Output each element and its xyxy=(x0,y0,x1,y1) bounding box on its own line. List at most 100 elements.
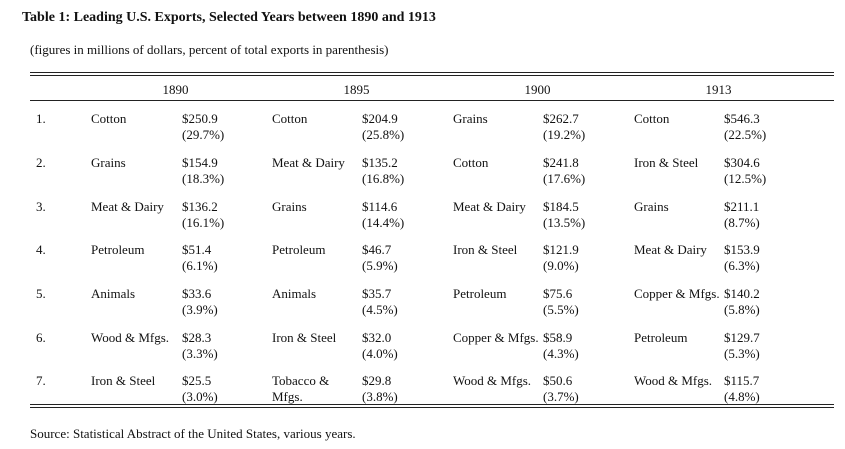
export-value-1900: $241.8 (17.6%) xyxy=(543,155,615,187)
export-value-1895: $46.7 (5.9%) xyxy=(362,242,434,274)
export-value-1913: $153.9 (6.3%) xyxy=(724,242,796,274)
export-value-1895: $135.2 (16.8%) xyxy=(362,155,434,187)
dollar-value: $25.5 xyxy=(182,373,212,388)
export-good-1900: Cotton xyxy=(453,155,489,170)
export-value-1913: $115.7 (4.8%) xyxy=(724,373,796,405)
export-good-1890: Cotton xyxy=(91,111,127,126)
dollar-value: $135.2 xyxy=(362,155,398,170)
dollar-value: $33.6 xyxy=(182,286,212,301)
export-value-1913: $304.6 (12.5%) xyxy=(724,155,796,187)
bottom-rule xyxy=(30,404,834,405)
export-good-1895: Grains xyxy=(272,199,307,214)
dollar-value: $153.9 xyxy=(724,242,760,257)
table-row: 6. Wood & Mfgs. $28.3 (3.3%) Iron & Steel $32… xyxy=(0,330,845,374)
export-value-1890: $28.3 (3.3%) xyxy=(182,330,254,362)
percent-value: (3.9%) xyxy=(182,302,218,317)
export-good-1890: Iron & Steel xyxy=(91,373,156,388)
export-value-1900: $58.9 (4.3%) xyxy=(543,330,615,362)
export-good-1900: Wood & Mfgs. xyxy=(453,373,532,388)
percent-value: (4.3%) xyxy=(543,346,579,361)
percent-value: (4.5%) xyxy=(362,302,398,317)
percent-value: (19.2%) xyxy=(543,127,586,142)
dollar-value: $114.6 xyxy=(362,199,398,214)
source-note: Source: Statistical Abstract of the Unit… xyxy=(30,426,356,441)
percent-value: (13.5%) xyxy=(543,215,586,230)
export-value-1895: $29.8 (3.8%) xyxy=(362,373,434,405)
dollar-value: $241.8 xyxy=(543,155,579,170)
export-good-1913: Petroleum xyxy=(634,330,688,345)
export-good-1890: Wood & Mfgs. xyxy=(91,330,170,345)
export-value-1900: $184.5 (13.5%) xyxy=(543,199,615,231)
rank-label: 6. xyxy=(36,330,46,345)
dollar-value: $46.7 xyxy=(362,242,392,257)
dollar-value: $58.9 xyxy=(543,330,573,345)
top-rule xyxy=(30,72,834,73)
export-value-1890: $250.9 (29.7%) xyxy=(182,111,254,143)
export-good-1890: Grains xyxy=(91,155,126,170)
dollar-value: $204.9 xyxy=(362,111,398,126)
percent-value: (5.8%) xyxy=(724,302,760,317)
dollar-value: $51.4 xyxy=(182,242,212,257)
dollar-value: $29.8 xyxy=(362,373,392,388)
export-good-1895: Animals xyxy=(272,286,317,301)
rank-label: 5. xyxy=(36,286,46,301)
percent-value: (6.3%) xyxy=(724,258,760,273)
rank-label: 2. xyxy=(36,155,46,170)
export-value-1890: $25.5 (3.0%) xyxy=(182,373,254,405)
percent-value: (9.0%) xyxy=(543,258,579,273)
table-title: Table 1: Leading U.S. Exports, Selected … xyxy=(22,10,436,25)
export-good-1895: Cotton xyxy=(272,111,308,126)
export-good-1900: Copper & Mfgs. xyxy=(453,330,539,345)
export-good-1895: Petroleum xyxy=(272,242,326,257)
percent-value: (25.8%) xyxy=(362,127,405,142)
table-subtitle: (figures in millions of dollars, percent… xyxy=(30,42,389,57)
export-value-1900: $262.7 (19.2%) xyxy=(543,111,615,143)
export-value-1913: $211.1 (8.7%) xyxy=(724,199,796,231)
percent-value: (18.3%) xyxy=(182,171,225,186)
dollar-value: $250.9 xyxy=(182,111,218,126)
dollar-value: $140.2 xyxy=(724,286,760,301)
rank-label: 3. xyxy=(36,199,46,214)
export-value-1890: $136.2 (16.1%) xyxy=(182,199,254,231)
table-row: 2. Grains $154.9 (18.3%) Meat & Dairy $135.2(… xyxy=(0,155,845,199)
export-good-1890: Animals xyxy=(91,286,136,301)
percent-value: (17.6%) xyxy=(543,171,586,186)
export-good-1900: Iron & Steel xyxy=(453,242,518,257)
export-good-1900: Petroleum xyxy=(453,286,507,301)
export-value-1895: $35.7 (4.5%) xyxy=(362,286,434,318)
export-value-1890: $51.4 (6.1%) xyxy=(182,242,254,274)
percent-value: (6.1%) xyxy=(182,258,218,273)
rank-label: 7. xyxy=(36,373,46,388)
dollar-value: $154.9 xyxy=(182,155,218,170)
export-value-1890: $33.6 (3.9%) xyxy=(182,286,254,318)
percent-value: (4.8%) xyxy=(724,389,760,404)
percent-value: (5.3%) xyxy=(724,346,760,361)
percent-value: (5.5%) xyxy=(543,302,579,317)
percent-value: (3.8%) xyxy=(362,389,398,404)
export-good-1913: Cotton xyxy=(634,111,670,126)
table-row: 5. Animals $33.6 (3.9%) Animals $35.7 (4.5%) Pe… xyxy=(0,286,845,330)
dollar-value: $115.7 xyxy=(724,373,760,388)
year-header-1890: 1890 xyxy=(162,82,189,97)
export-good-1895: Meat & Dairy xyxy=(272,155,345,170)
dollar-value: $262.7 xyxy=(543,111,579,126)
percent-value: (14.4%) xyxy=(362,215,405,230)
dollar-value: $35.7 xyxy=(362,286,392,301)
header-rule xyxy=(30,100,834,101)
percent-value: (5.9%) xyxy=(362,258,398,273)
dollar-value: $211.1 xyxy=(724,199,760,214)
export-good-1913: Iron & Steel xyxy=(634,155,699,170)
dollar-value: $546.3 xyxy=(724,111,760,126)
percent-value: (12.5%) xyxy=(724,171,767,186)
dollar-value: $121.9 xyxy=(543,242,579,257)
dollar-value: $304.6 xyxy=(724,155,760,170)
percent-value: (16.8%) xyxy=(362,171,405,186)
export-value-1900: $75.6 (5.5%) xyxy=(543,286,615,318)
export-good-1913: Meat & Dairy xyxy=(634,242,707,257)
export-value-1913: $546.3 (22.5%) xyxy=(724,111,796,143)
dollar-value: $136.2 xyxy=(182,199,218,214)
export-good-1895: Iron & Steel xyxy=(272,330,337,345)
bottom-rule-double xyxy=(30,407,834,408)
year-header-1913: 1913 xyxy=(705,82,732,97)
dollar-value: $184.5 xyxy=(543,199,579,214)
